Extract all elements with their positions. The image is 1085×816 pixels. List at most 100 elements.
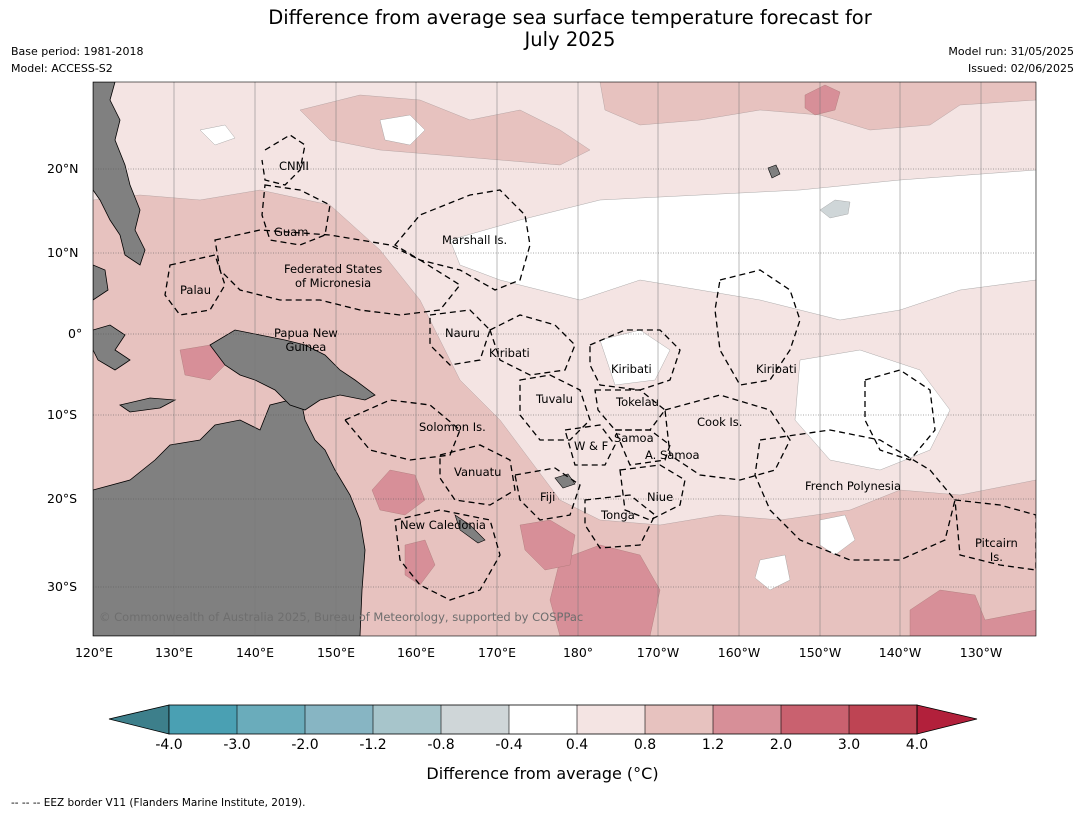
eez-label-new-caledonia: New Caledonia — [400, 518, 486, 532]
colorbar-segment — [373, 705, 441, 734]
land-sulawesi — [93, 324, 131, 371]
eez-label-pitcairn-line1: Pitcairn — [975, 536, 1018, 550]
land-timor — [119, 397, 177, 413]
lon-label-120e: 120°E — [74, 645, 113, 660]
colorbar-segment — [713, 705, 781, 734]
anomaly-neutral-small-1 — [599, 329, 671, 386]
eez-label-nauru: Nauru — [445, 326, 480, 340]
eez-label-samoa: Samoa — [614, 431, 654, 445]
eez-label-fsm: Federated States of Micronesia — [284, 262, 382, 290]
lon-label-130e: 130°E — [154, 645, 193, 660]
eez-label-tuvalu: Tuvalu — [536, 392, 573, 406]
anomaly-hot-south-2 — [909, 589, 1036, 636]
lon-label-160w: 160°W — [717, 645, 761, 660]
eez-label-png: Papua New Guinea — [274, 326, 338, 354]
lat-label-30s: 30°S — [47, 579, 78, 594]
colorbar-segment — [577, 705, 645, 734]
eez-label-fsm-line1: Federated States — [284, 262, 383, 276]
eez-label-pitcairn-line2: Is. — [989, 550, 1003, 564]
lon-label-140e: 140°E — [235, 645, 274, 660]
anomaly-neutral-east — [794, 349, 951, 471]
anomaly-hot-south-1 — [549, 544, 661, 636]
colorbar-segment — [305, 705, 373, 734]
latitude-lines — [93, 168, 1036, 588]
eez-label-tonga: Tonga — [601, 508, 635, 522]
eez-label-fsm-line2: of Micronesia — [294, 276, 372, 290]
lon-label-130w: 130°W — [959, 645, 1003, 660]
base-period: Base period: 1981-2018 — [11, 45, 144, 58]
colorbar-segment — [781, 705, 849, 734]
eez-label-palau: Palau — [180, 283, 211, 297]
colorbar-tick: 3.0 — [837, 737, 861, 753]
colorbar-tick: 0.4 — [565, 737, 589, 753]
anomaly-hot-coral-sea — [371, 469, 426, 516]
eez-label-kiribati-central: Kiribati — [611, 362, 652, 376]
colorbar-frame — [168, 704, 918, 735]
eez-label-marshall: Marshall Is. — [442, 233, 508, 247]
title-line-2: July 2025 — [524, 28, 616, 51]
lat-label-0: 0° — [68, 326, 83, 341]
eez-label-cook: Cook Is. — [697, 415, 743, 429]
colorbar-tick: -0.8 — [427, 737, 455, 753]
land-new-caledonia — [454, 514, 486, 544]
copyright-notice: © Commonwealth of Australia 2025, Bureau… — [99, 610, 584, 624]
lon-label-150e: 150°E — [316, 645, 355, 660]
eez-label-french-polynesia: French Polynesia — [805, 479, 902, 493]
eez-label-tokelau: Tokelau — [616, 395, 659, 409]
colorbar-segment — [645, 705, 713, 734]
lat-label-20n: 20°N — [47, 161, 79, 176]
anomaly-cool-hawaii — [819, 199, 851, 219]
land-fiji — [554, 473, 576, 489]
eez-label-wf: W & F — [574, 439, 609, 453]
lon-label-170e: 170°E — [477, 645, 516, 660]
lon-label-160e: 160°E — [396, 645, 435, 660]
colorbar-label: Difference from average (°C) — [426, 764, 659, 783]
colorbar-tick: -4.0 — [155, 737, 183, 753]
colorbar-tick: 4.0 — [905, 737, 929, 753]
colorbar-tick: 0.8 — [633, 737, 657, 753]
title-line-1: Difference from average sea surface temp… — [268, 6, 872, 29]
colorbar — [108, 704, 978, 735]
anomaly-hot-south-3 — [404, 539, 436, 586]
eez-label-niue: Niue — [647, 490, 674, 504]
map-title: Difference from average sea surface temp… — [0, 7, 1085, 51]
colorbar-segment — [441, 705, 509, 734]
eez-label-vanuatu: Vanuatu — [454, 465, 502, 479]
anomaly-neutral-small-3 — [199, 124, 236, 146]
lat-label-20s: 20°S — [47, 491, 78, 506]
land-hawaii — [767, 164, 781, 179]
eez-label-pitcairn: Pitcairn Is. — [975, 536, 1018, 564]
anomaly-hot-north — [804, 84, 841, 116]
eez-label-png-line2: Guinea — [285, 340, 327, 354]
colorbar-segment — [237, 705, 305, 734]
lon-label-180: 180° — [562, 645, 594, 660]
map-area — [93, 82, 1036, 636]
colorbar-tick: 2.0 — [769, 737, 793, 753]
colorbar-segment — [169, 705, 237, 734]
colorbar-segment — [849, 705, 917, 734]
lon-label-140w: 140°W — [878, 645, 922, 660]
colorbar-segment — [509, 705, 577, 734]
model-name: Model: ACCESS-S2 — [11, 62, 113, 75]
lat-label-10s: 10°S — [47, 407, 78, 422]
anomaly-neutral-small-5 — [754, 554, 791, 591]
anomaly-hot-south-4 — [519, 519, 576, 571]
colorbar-tick: -0.4 — [495, 737, 523, 753]
lon-label-150w: 150°W — [798, 645, 842, 660]
map-frame — [92, 81, 1037, 637]
eez-label-guam: Guam — [274, 225, 309, 239]
model-run: Model run: 31/05/2025 — [948, 45, 1074, 58]
land-borneo — [93, 264, 109, 301]
eez-label-cnmi: CNMI — [279, 159, 309, 173]
lon-label-170w: 170°W — [636, 645, 680, 660]
colorbar-tick: 1.2 — [701, 737, 725, 753]
eez-label-kiribati-west: Kiribati — [489, 346, 530, 360]
eez-label-fiji: Fiji — [540, 490, 556, 504]
eez-label-asamoa: A. Samoa — [645, 448, 700, 462]
eez-footnote: -- -- -- EEZ border V11 (Flanders Marine… — [11, 797, 306, 809]
anomaly-hot-png — [179, 344, 226, 381]
anomaly-neutral-small-2 — [379, 114, 426, 146]
lat-label-10n: 10°N — [47, 245, 79, 260]
eez-label-solomon: Solomon Is. — [419, 420, 486, 434]
